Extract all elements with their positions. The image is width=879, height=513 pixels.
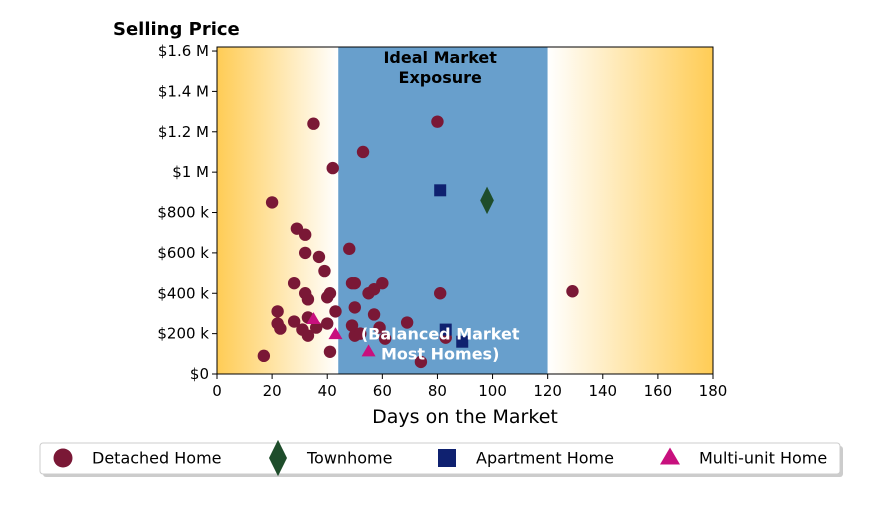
y-tick-label: $600 k (157, 244, 209, 262)
data-point-circle (310, 321, 323, 334)
data-point-circle (301, 293, 315, 306)
data-point-square (439, 323, 452, 336)
data-point-triangle (328, 327, 343, 340)
y-tick-label: $1.4 M (158, 82, 209, 100)
data-point-square (456, 335, 469, 348)
data-point-circle (356, 145, 370, 159)
y-tick-label: $1.2 M (158, 123, 209, 141)
data-point-circle (326, 161, 339, 175)
legend-label: Townhome (306, 449, 392, 468)
y-tick-label: $200 k (157, 325, 209, 343)
data-point-circle (434, 287, 447, 300)
x-axis-ticks: 0 20 40 60 80 100 120 140 160 180 (212, 374, 727, 400)
annotations: Ideal Market Exposure (383, 48, 497, 87)
y-tick-label: $1.6 M (158, 42, 209, 60)
legend-label: Multi-unit Home (699, 449, 827, 468)
x-axis-label: Days on the Market (372, 406, 558, 428)
x-tick-label: 100 (478, 382, 507, 400)
x-tick-label: 40 (318, 382, 337, 400)
y-tick-label: $0 (190, 365, 209, 383)
legend-marker-circle (53, 448, 73, 468)
data-point-circle (354, 327, 367, 340)
data-point-circle (367, 308, 381, 321)
data-point-circle (376, 276, 389, 290)
data-point-square (434, 184, 447, 197)
data-point-circle (348, 276, 361, 290)
data-points (257, 115, 579, 369)
data-point-circle (298, 228, 312, 241)
data-point-circle (348, 301, 361, 314)
plot-frame (216, 46, 714, 375)
x-tick-label: 20 (263, 382, 282, 400)
x-tick-label: 160 (644, 382, 673, 400)
data-point-triangle (361, 344, 376, 357)
data-point-circle (298, 246, 312, 260)
data-point-circle (323, 287, 337, 300)
legend-label: Apartment Home (476, 449, 614, 468)
y-tick-label: $800 k (157, 204, 209, 222)
legend-marker-diamond (269, 439, 287, 477)
data-point-diamond (480, 186, 494, 215)
data-point-circle (287, 315, 301, 328)
x-tick-label: 140 (588, 382, 617, 400)
data-point-circle (301, 329, 315, 342)
legend-label: Detached Home (92, 449, 222, 468)
y-axis-label: Selling Price (113, 19, 240, 40)
data-point-circle (431, 115, 444, 128)
data-point-circle (307, 117, 320, 130)
data-point-triangle (306, 312, 321, 325)
data-point-circle (257, 349, 271, 363)
data-point-circle (345, 319, 359, 332)
annotation-top: Ideal Market Exposure (383, 48, 497, 87)
data-point-circle (312, 250, 326, 264)
y-tick-label: $400 k (157, 284, 209, 302)
background-regions (217, 47, 713, 374)
x-tick-label: 180 (699, 382, 728, 400)
legend-marker-square (438, 449, 456, 467)
y-axis-ticks: $0 $200 k $400 k $600 k $800 k $1 M $1.2 M $1.4… (157, 42, 217, 383)
data-point-circle (323, 345, 337, 358)
data-point-circle (566, 285, 579, 298)
data-point-circle (414, 355, 428, 369)
x-tick-label: 0 (212, 382, 222, 400)
legend-marker-triangle (660, 447, 680, 465)
data-point-circle (321, 317, 334, 330)
data-point-circle (265, 196, 279, 209)
data-point-circle (400, 316, 414, 329)
data-point-circle (343, 242, 356, 256)
data-point-circle (378, 332, 392, 345)
x-tick-label: 80 (428, 382, 447, 400)
data-point-circle (271, 305, 284, 318)
right-gradient-region (547, 47, 713, 374)
x-tick-label: 120 (533, 382, 562, 400)
legend: Detached Home Townhome Apartment Home Multi… (39, 439, 843, 477)
y-tick-label: $1 M (172, 163, 209, 181)
data-point-circle (373, 321, 386, 334)
data-point-circle (274, 322, 287, 335)
annotation-bottom: (Balanced Market Most Homes) (361, 325, 520, 364)
x-tick-label: 60 (373, 382, 392, 400)
data-point-circle (318, 264, 331, 278)
data-point-circle (329, 305, 342, 318)
data-point-circle (287, 276, 301, 290)
